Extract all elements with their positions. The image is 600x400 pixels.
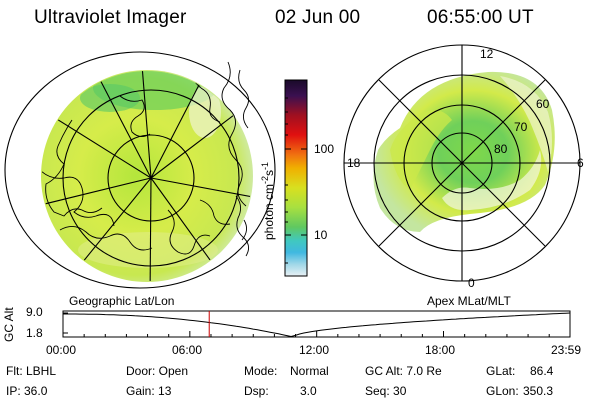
coastline-path [221, 61, 247, 207]
colorbar [285, 80, 307, 276]
right-panel-label: Apex MLat/MLT [427, 294, 511, 308]
mlt-label-6: 6 [577, 156, 584, 170]
gain-info: Gain: 13 [126, 384, 172, 398]
geographic-grid [4, 51, 276, 289]
coastline-path [119, 95, 151, 137]
apex-grid [343, 44, 581, 282]
mode-value: Normal [290, 364, 329, 378]
orbit-xtick-label: 23:59 [551, 343, 582, 357]
colorbar-unit: photon cm-2s-1 [260, 161, 276, 240]
ip-info: IP: 36.0 [6, 384, 48, 398]
colorbar-ticks [285, 97, 307, 264]
mlat-label-60: 60 [536, 97, 550, 111]
left-panel-label: Geographic Lat/Lon [69, 294, 175, 308]
apex-aurora-image [373, 71, 555, 233]
orbit-xtick-label: 06:00 [172, 343, 203, 357]
orbit-xtick-label: 18:00 [425, 343, 456, 357]
orbit-xtick-label: 00:00 [46, 343, 77, 357]
mlt-label-18: 18 [347, 156, 361, 170]
coastline-path [241, 219, 247, 241]
orbit-ylabel: GC Alt [2, 307, 16, 342]
dsp-value: 3.0 [300, 384, 317, 398]
dayglow-patch [189, 86, 221, 138]
mlt-label-0: 0 [468, 276, 475, 290]
glon-label: GLon: [486, 384, 519, 398]
apex-bright-patch [390, 110, 452, 190]
mlt-label-12: 12 [480, 47, 494, 61]
altitude-curve [63, 312, 571, 338]
mode-label: Mode: [244, 364, 278, 378]
coastline-path [199, 199, 231, 225]
coastline-path [42, 169, 115, 227]
filter-info: Flt: LBHL [6, 364, 57, 378]
orbit-xtick-label: 12:00 [299, 343, 330, 357]
coastline-path [45, 119, 103, 217]
seq-info: Seq: 30 [365, 384, 407, 398]
gc-alt-info: GC Alt: 7.0 Re [365, 364, 442, 378]
latitude-circle [4, 51, 276, 289]
time-label: 06:55:00 UT [427, 7, 534, 28]
orbit-ytick-label: 9.0 [26, 305, 43, 319]
dsp-label: Dsp: [244, 384, 269, 398]
door-info: Door: Open [126, 364, 189, 378]
coastlines-outer [221, 61, 249, 257]
coastline-path [238, 69, 249, 129]
apex-bright-patch [442, 150, 542, 211]
dayglow-patch [78, 232, 218, 268]
instrument-title: Ultraviolet Imager [34, 7, 187, 28]
orbit-plot [62, 310, 571, 338]
colorbar-tick-label: 10 [314, 228, 328, 242]
glon-value: 350.3 [523, 384, 554, 398]
glat-label: GLat: [486, 364, 516, 378]
apex-bright-patch [500, 76, 552, 172]
orbit-xticks [62, 331, 571, 337]
colorbar-tick-label: 100 [314, 142, 335, 156]
colorbar-frame [284, 79, 308, 277]
mlat-label-80: 80 [494, 142, 508, 156]
coastline-path [167, 209, 211, 255]
coastline-path [235, 195, 249, 257]
date-label: 02 Jun 00 [275, 7, 361, 28]
mlt-meridian [378, 79, 546, 247]
latitude-circle [62, 89, 240, 267]
mlat-label-70: 70 [514, 120, 528, 134]
orbit-ytick-label: 1.8 [26, 326, 43, 340]
glat-value: 86.4 [530, 364, 554, 378]
